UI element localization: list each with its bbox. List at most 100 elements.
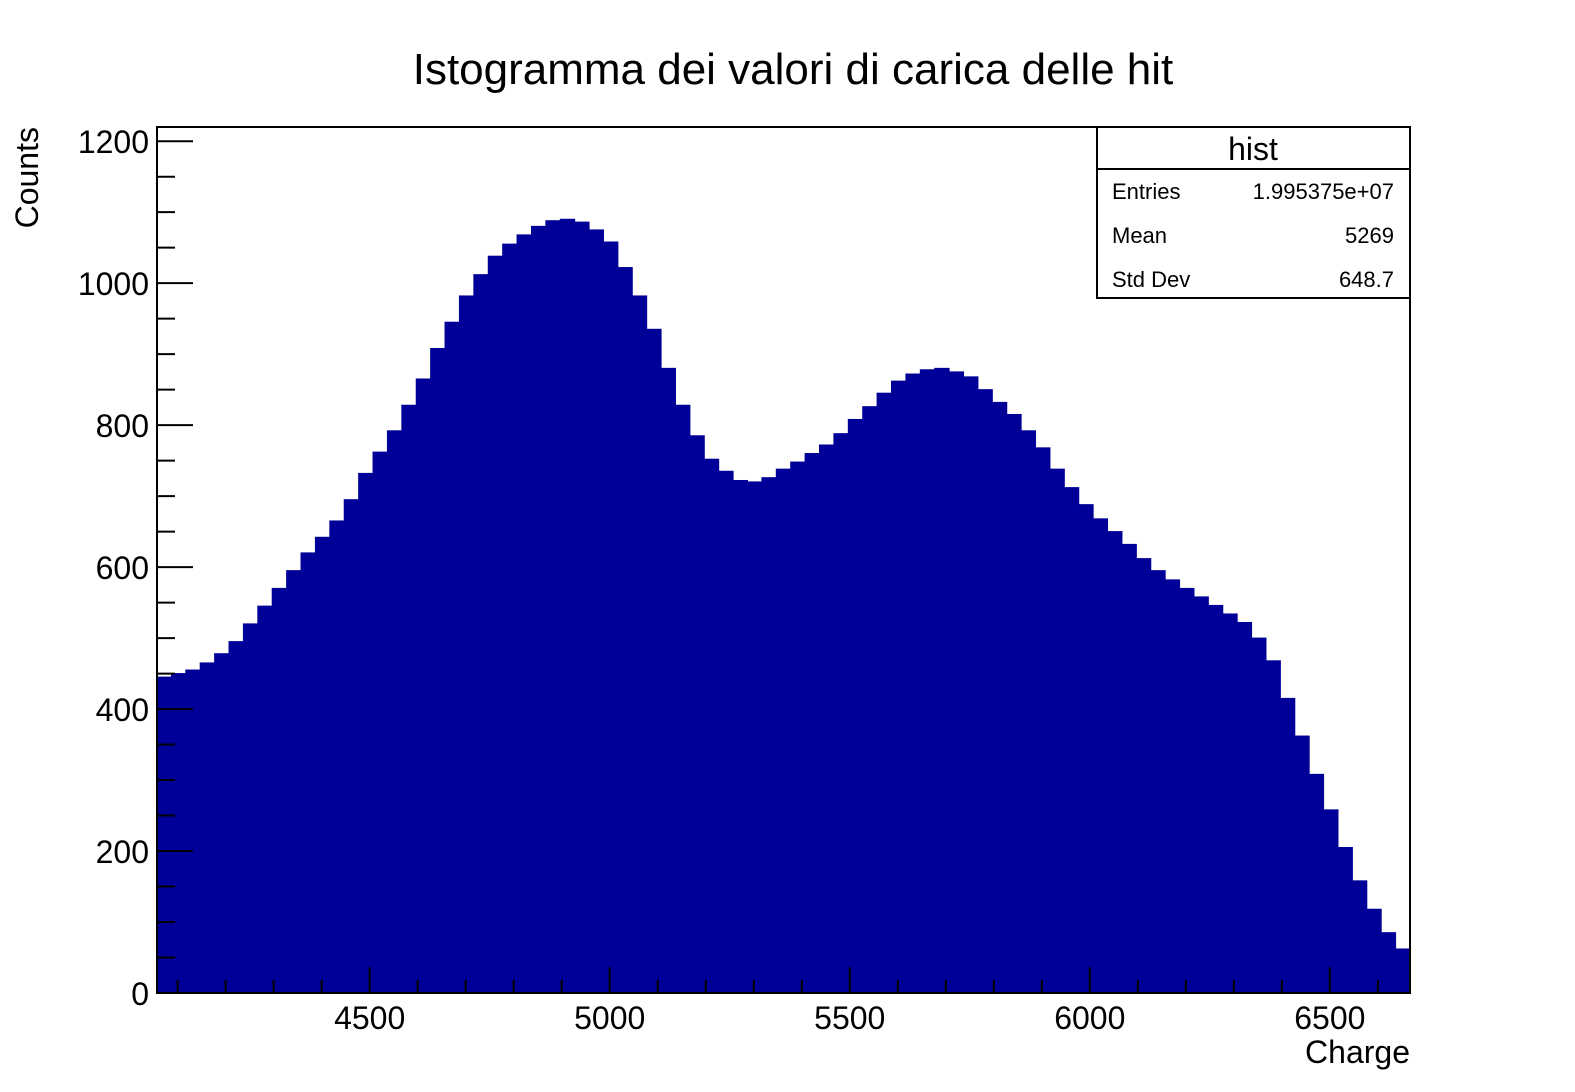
bar [228,641,244,994]
bar [1035,447,1051,994]
bar [1351,880,1368,994]
bar [761,477,777,994]
y-tick-label: 400 [96,692,149,728]
y-tick-label: 600 [96,550,149,586]
bar [1164,579,1181,994]
stats-rows: Entries 1.995375e+07 Mean 5269 Std Dev 648.7 [1112,179,1394,292]
bar [1366,908,1382,994]
x-tick-label: 6000 [1054,1000,1125,1036]
bar [1092,518,1109,994]
bar [646,328,662,994]
y-tick-label: 1200 [78,124,149,160]
bar [1135,558,1152,994]
bar [257,605,273,994]
bar [1179,587,1195,994]
x-axis-label: Charge [1305,1034,1410,1070]
stats-title: hist [1228,131,1278,167]
bar [559,218,576,994]
bar [1308,773,1325,994]
bar [214,653,230,994]
bar [631,295,648,994]
bar [170,673,187,994]
bar [1020,430,1037,994]
stats-label: Entries [1112,179,1180,204]
bar [314,536,331,994]
bar [343,499,360,994]
bar [963,376,979,994]
stats-value: 5269 [1345,223,1394,248]
bar [1337,846,1353,994]
bar [689,435,705,994]
bar [473,274,489,994]
bar [919,369,936,994]
bar [718,470,734,994]
y-tick-label: 0 [131,976,149,1012]
x-tick-label: 4500 [334,1000,405,1036]
bar [847,418,864,994]
bar [386,430,403,994]
bar [516,234,532,994]
bar [1078,504,1094,994]
bar [458,295,475,994]
bar [674,404,691,994]
bar [602,241,619,994]
stats-value: 648.7 [1339,267,1394,292]
bar [1294,735,1310,994]
stats-box [1096,126,1411,299]
bar [1107,531,1123,994]
bar [891,380,907,994]
bar [703,458,720,994]
bar [775,468,792,994]
bar [991,401,1008,994]
bar [545,220,561,994]
y-tick-label: 1000 [78,266,149,302]
stats-label: Std Dev [1112,267,1190,292]
bar [574,221,590,994]
bar [617,267,633,994]
plot-frame [156,126,1411,994]
bar [977,389,993,994]
bar [1193,596,1209,994]
bar [242,623,259,994]
bar [1380,932,1397,994]
bar [1222,613,1238,994]
bar [415,378,432,994]
chart-title: Istogramma dei valori di carica delle hi… [413,45,1174,94]
bar [372,451,388,994]
x-tick-label: 5500 [814,1000,885,1036]
bar [185,669,201,994]
bar [156,676,172,994]
bar [934,367,950,994]
bar [1121,543,1137,994]
bar [444,321,460,994]
bar [876,392,893,994]
bar [1279,697,1296,994]
bar [502,243,518,994]
bar [1150,570,1166,994]
x-tick-label: 5000 [574,1000,645,1036]
bar [804,453,821,994]
x-tick-label: 6500 [1294,1000,1365,1036]
bar [1251,637,1267,994]
bar [329,520,345,994]
y-tick-label: 800 [96,408,149,444]
axes: 0 200 400 600 800 1000 1200 4500 5000 5500 6000 650… [78,124,1379,1036]
bar [862,406,878,994]
bar [1236,621,1253,994]
y-axis-label: Counts [9,127,45,228]
bar [905,373,921,994]
bar [819,444,835,994]
bar [1006,413,1022,994]
bar [1207,604,1224,994]
bar [1063,487,1080,994]
bar [401,404,417,994]
bar [1049,468,1065,994]
bar [286,570,302,994]
y-tick-label: 200 [96,834,149,870]
bar [1395,948,1411,994]
bar [199,662,216,994]
bar [430,347,446,994]
bar [660,367,676,994]
bar [790,461,806,994]
